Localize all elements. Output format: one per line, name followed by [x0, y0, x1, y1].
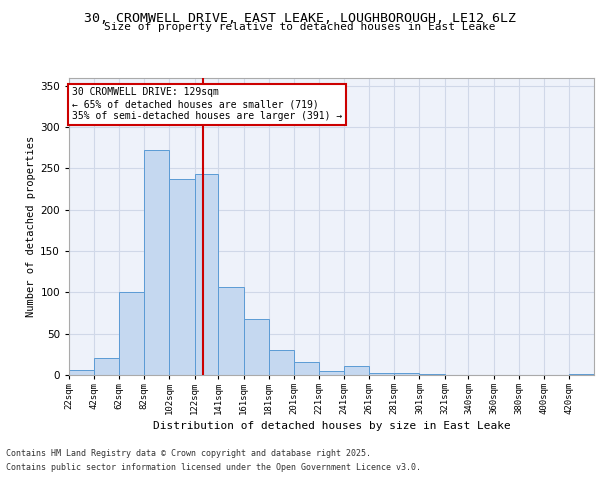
Bar	[119, 292, 145, 375]
Y-axis label: Number of detached properties: Number of detached properties	[26, 136, 36, 317]
Text: 30 CROMWELL DRIVE: 129sqm
← 65% of detached houses are smaller (719)
35% of semi: 30 CROMWELL DRIVE: 129sqm ← 65% of detac…	[71, 88, 342, 120]
Bar	[294, 362, 319, 375]
Bar	[394, 372, 419, 375]
Bar	[169, 179, 194, 375]
X-axis label: Distribution of detached houses by size in East Leake: Distribution of detached houses by size …	[152, 421, 511, 431]
Bar	[419, 374, 445, 375]
Text: 30, CROMWELL DRIVE, EAST LEAKE, LOUGHBOROUGH, LE12 6LZ: 30, CROMWELL DRIVE, EAST LEAKE, LOUGHBOR…	[84, 12, 516, 26]
Bar	[369, 372, 394, 375]
Text: Contains public sector information licensed under the Open Government Licence v3: Contains public sector information licen…	[6, 464, 421, 472]
Bar	[145, 150, 169, 375]
Bar	[244, 319, 269, 375]
Bar	[94, 358, 119, 375]
Bar	[319, 371, 344, 375]
Bar	[69, 370, 94, 375]
Bar	[269, 350, 294, 375]
Bar	[569, 374, 594, 375]
Bar	[218, 286, 244, 375]
Bar	[194, 174, 218, 375]
Text: Contains HM Land Registry data © Crown copyright and database right 2025.: Contains HM Land Registry data © Crown c…	[6, 448, 371, 458]
Bar	[344, 366, 369, 375]
Text: Size of property relative to detached houses in East Leake: Size of property relative to detached ho…	[104, 22, 496, 32]
